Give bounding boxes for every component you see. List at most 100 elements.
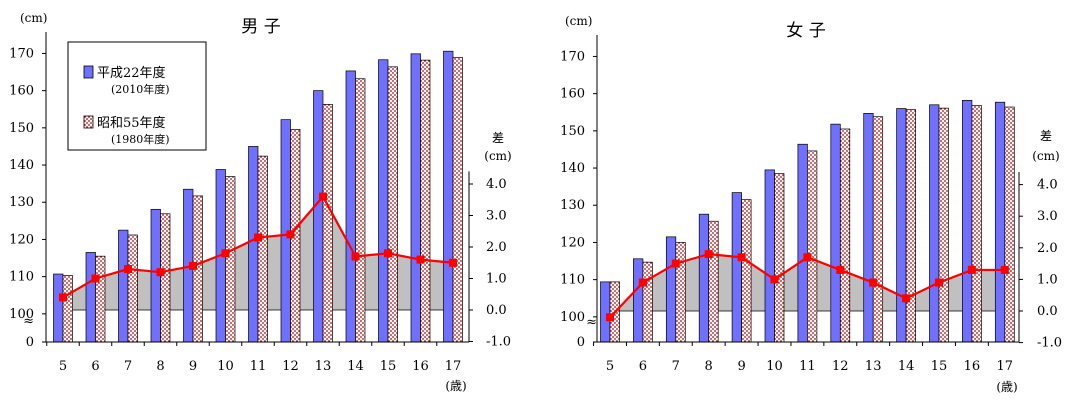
y2-tick-label: 0.0 [486, 303, 507, 318]
x-tick-label: 17 [445, 359, 462, 374]
x-tick-label: 6 [91, 359, 99, 374]
y-tick-label: 100 [9, 307, 34, 322]
bar-2010 [797, 143, 808, 343]
x-tick-label: 7 [124, 359, 132, 374]
x-tick-label: 10 [766, 359, 783, 374]
legend-swatch-1980 [83, 115, 94, 129]
x-tick-label: 11 [799, 359, 816, 374]
difference-point [416, 255, 425, 264]
x-tick-label: 10 [217, 359, 234, 374]
difference-point [286, 230, 295, 239]
y-tick-label: 130 [560, 198, 585, 213]
difference-point [836, 265, 845, 274]
y-tick-label: 150 [560, 124, 585, 139]
bar-1980 [127, 234, 138, 343]
y2-tick-label: 2.0 [1037, 241, 1058, 256]
y-tick-label: 110 [9, 270, 34, 285]
x-tick-label: 15 [380, 359, 397, 374]
y-tick-label: 0 [26, 335, 34, 350]
y-tick-label: 170 [560, 49, 585, 64]
x-tick-label: 9 [189, 359, 197, 374]
x-tick-label: 13 [865, 359, 882, 374]
difference-point [967, 265, 976, 274]
x-tick-label: 6 [639, 359, 647, 374]
y2-tick-label: -1.0 [486, 335, 511, 350]
difference-point [606, 313, 614, 322]
difference-point [902, 294, 911, 303]
bar-2010 [830, 123, 841, 343]
bar-1980 [774, 173, 785, 343]
bar-2010 [313, 90, 324, 343]
y2-tick-label: 3.0 [486, 209, 507, 224]
y-tick-label: 140 [9, 158, 34, 173]
difference-point [671, 259, 680, 268]
difference-point [704, 250, 713, 259]
x-tick-label: 11 [250, 359, 267, 374]
difference-point [1000, 265, 1009, 274]
bar-2010 [764, 169, 775, 343]
bar-1980 [95, 255, 106, 343]
y-tick-label: 160 [9, 84, 34, 99]
bar-1980 [872, 116, 884, 343]
x-tick-label: 8 [705, 359, 713, 374]
bar-2010 [378, 59, 389, 343]
bar-1980 [642, 261, 653, 343]
bar-1980 [741, 199, 752, 343]
difference-point [737, 253, 746, 262]
bar-1980 [905, 109, 916, 343]
difference-point [254, 233, 262, 242]
difference-point [156, 268, 165, 277]
y2-tick-label: 4.0 [486, 177, 507, 192]
x-tick-label: 7 [672, 359, 680, 374]
bar-1980 [675, 242, 686, 343]
y-tick-label: 160 [560, 87, 585, 102]
difference-point [803, 253, 812, 262]
y2-tick-label: 4.0 [1037, 178, 1058, 193]
y-tick-label: 120 [9, 232, 34, 247]
difference-point [638, 278, 647, 287]
x-tick-label: 13 [315, 359, 332, 374]
y-tick-label: 150 [9, 121, 34, 136]
chart-title: 女 子 [786, 21, 825, 41]
y2-tick-label: 0.0 [1037, 304, 1058, 319]
bar-2010 [410, 53, 421, 343]
bar-2010 [85, 252, 96, 343]
y-tick-label: 100 [560, 310, 585, 325]
y-axis-unit: (cm) [20, 11, 47, 25]
x-tick-label: 16 [412, 359, 429, 374]
difference-point [351, 252, 360, 261]
bar-2010 [929, 104, 940, 343]
bar-2010 [731, 192, 742, 343]
difference-point [449, 258, 457, 267]
y2-tick-label: -1.0 [1037, 336, 1062, 351]
bar-1980 [452, 57, 463, 343]
x-axis-unit: (歳) [996, 380, 1017, 394]
chart-panel-boys: 男 子 (cm) 差 (cm) (歳) ≈ 平成22年度 (2010年度) 昭和… [9, 11, 512, 393]
x-axis-unit: (歳) [445, 379, 466, 393]
difference-point [319, 192, 327, 201]
bar-1980 [839, 128, 851, 343]
bar-2010 [962, 99, 973, 343]
x-tick-label: 16 [964, 359, 981, 374]
bar-1980 [225, 176, 236, 343]
difference-point [59, 293, 67, 302]
y-tick-label: 110 [560, 273, 585, 288]
y2-axis-label: 差 [1040, 129, 1052, 143]
axis-break-symbol: ≈ [23, 314, 34, 329]
bar-1980 [62, 275, 73, 343]
bar-2010 [994, 101, 1006, 343]
x-tick-label: 5 [59, 359, 67, 374]
legend-swatch-2010 [83, 65, 94, 79]
difference-point [770, 275, 779, 284]
difference-point [869, 278, 878, 287]
y-tick-label: 170 [9, 46, 34, 61]
x-tick-label: 14 [898, 359, 915, 374]
bar-1980 [257, 155, 268, 343]
difference-point [124, 265, 132, 274]
bar-2010 [698, 213, 710, 343]
bar-1980 [387, 66, 398, 343]
y-tick-label: 120 [560, 235, 585, 250]
bar-2010 [345, 70, 356, 343]
legend-sublabel-1980: (1980年度) [111, 132, 170, 146]
x-tick-label: 12 [282, 359, 299, 374]
